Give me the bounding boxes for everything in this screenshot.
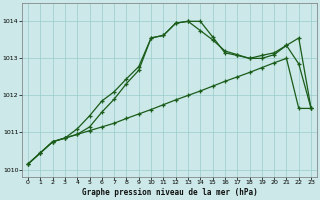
X-axis label: Graphe pression niveau de la mer (hPa): Graphe pression niveau de la mer (hPa) xyxy=(82,188,257,197)
